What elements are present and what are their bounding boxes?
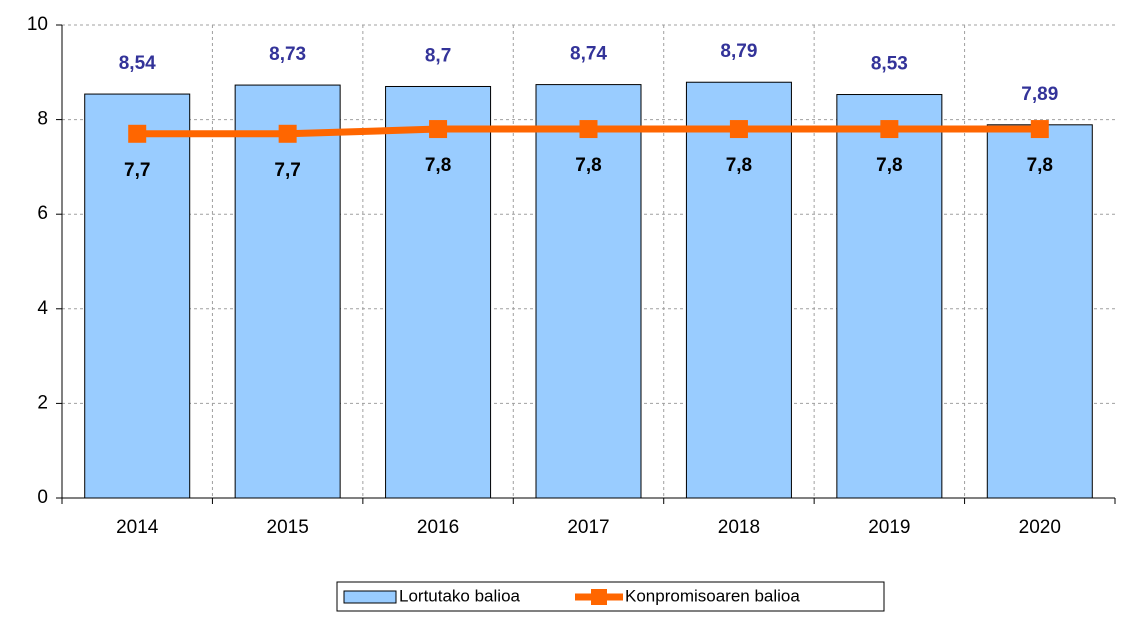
- legend-swatch: [591, 589, 607, 605]
- line-marker: [429, 120, 448, 139]
- bar: [234, 84, 341, 499]
- x-tick-label: 2017: [567, 517, 609, 538]
- line-marker: [1030, 120, 1049, 139]
- bar: [836, 94, 943, 499]
- y-tick-label: 10: [27, 14, 48, 35]
- line-marker: [579, 120, 598, 139]
- y-tick-label: 8: [37, 109, 48, 130]
- line-value-label: 7,8: [876, 155, 902, 176]
- y-tick-label: 6: [37, 203, 48, 224]
- bar-value-label: 8,79: [720, 41, 757, 62]
- x-tick-label: 2018: [718, 517, 760, 538]
- x-tick-label: 2015: [267, 517, 309, 538]
- line-marker: [128, 124, 147, 143]
- bar-value-label: 8,53: [871, 54, 908, 75]
- line-value-label: 7,8: [726, 155, 752, 176]
- line-marker: [880, 120, 899, 139]
- legend-label: Konpromisoaren balioa: [625, 586, 800, 605]
- line-marker: [729, 120, 748, 139]
- bar: [535, 84, 642, 499]
- x-tick-label: 2020: [1019, 517, 1061, 538]
- y-tick-label: 4: [37, 298, 48, 319]
- bar: [385, 85, 492, 499]
- line-marker: [278, 124, 297, 143]
- line-value-label: 7,7: [274, 160, 300, 181]
- line-value-label: 7,8: [425, 155, 451, 176]
- bar-value-label: 8,74: [570, 44, 607, 65]
- legend-label: Lortutako balioa: [399, 586, 521, 605]
- bar-value-label: 8,73: [269, 44, 306, 65]
- bar-value-label: 8,54: [119, 53, 156, 74]
- line-value-label: 7,8: [575, 155, 601, 176]
- x-tick-label: 2016: [417, 517, 459, 538]
- bar: [986, 124, 1093, 499]
- bar: [685, 81, 792, 499]
- y-tick-label: 2: [37, 392, 48, 413]
- line-value-label: 7,8: [1027, 155, 1053, 176]
- bar-value-label: 7,89: [1021, 84, 1058, 105]
- y-tick-label: 0: [37, 487, 48, 508]
- line-value-label: 7,7: [124, 160, 150, 181]
- x-tick-label: 2014: [116, 517, 159, 538]
- bar-value-label: 8,7: [425, 46, 451, 67]
- legend-swatch: [343, 590, 397, 604]
- bar: [84, 93, 191, 499]
- x-tick-label: 2019: [868, 517, 910, 538]
